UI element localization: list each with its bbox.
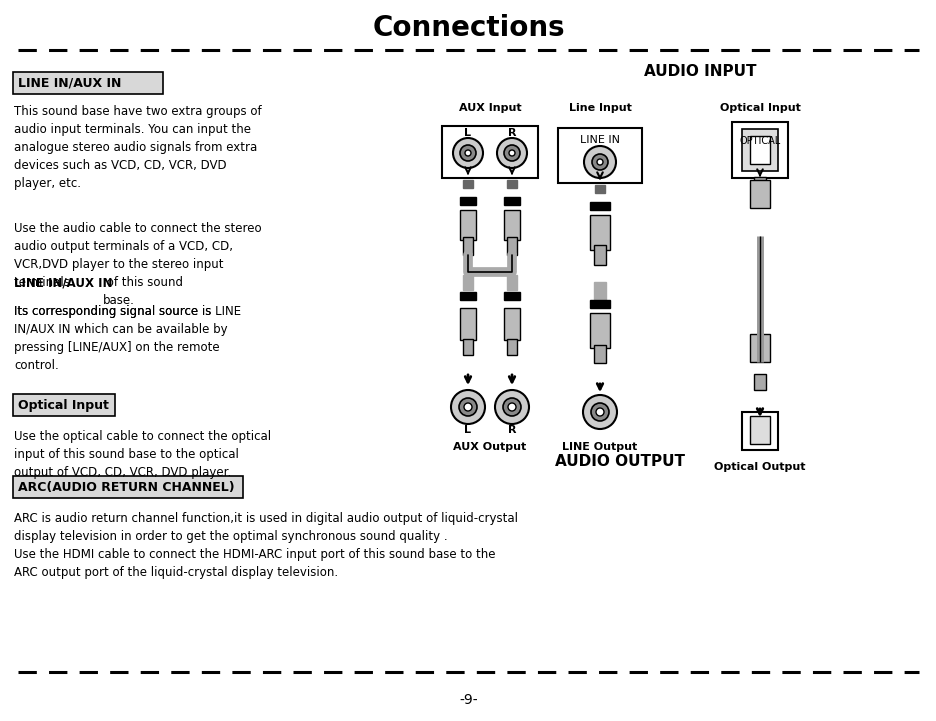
- Bar: [590, 313, 609, 316]
- Bar: [462, 275, 473, 290]
- Bar: [460, 305, 475, 308]
- Bar: [741, 129, 777, 171]
- Text: Use the HDMI cable to connect the HDMI-ARC input port of this sound base to the
: Use the HDMI cable to connect the HDMI-A…: [14, 548, 495, 579]
- FancyBboxPatch shape: [13, 476, 242, 498]
- Text: L: L: [464, 425, 471, 435]
- Bar: [590, 215, 609, 218]
- Text: Its corresponding signal source is: Its corresponding signal source is: [14, 305, 215, 318]
- Circle shape: [464, 150, 471, 156]
- Bar: [593, 282, 606, 300]
- Bar: [460, 210, 475, 240]
- Bar: [462, 237, 473, 255]
- Bar: [731, 122, 787, 178]
- Bar: [504, 210, 519, 240]
- Text: -9-: -9-: [459, 693, 477, 707]
- Text: AUDIO INPUT: AUDIO INPUT: [643, 64, 755, 79]
- Bar: [506, 180, 517, 188]
- Bar: [504, 292, 519, 300]
- Circle shape: [592, 154, 607, 170]
- Circle shape: [507, 403, 516, 411]
- FancyBboxPatch shape: [13, 394, 115, 416]
- Bar: [506, 339, 517, 355]
- Text: AUDIO OUTPUT: AUDIO OUTPUT: [554, 454, 684, 469]
- Circle shape: [494, 390, 529, 424]
- Text: ARC is audio return channel function,it is used in digital audio output of liqui: ARC is audio return channel function,it …: [14, 512, 518, 543]
- Bar: [590, 202, 609, 210]
- Circle shape: [460, 145, 475, 161]
- Bar: [504, 197, 519, 205]
- Bar: [504, 210, 519, 213]
- Text: OPTICAL: OPTICAL: [739, 136, 780, 146]
- Bar: [460, 197, 475, 205]
- Bar: [749, 180, 769, 208]
- Circle shape: [596, 159, 603, 165]
- Text: LINE IN/AUX IN: LINE IN/AUX IN: [18, 76, 122, 89]
- Text: AUX Output: AUX Output: [453, 442, 526, 452]
- Bar: [590, 300, 609, 308]
- Text: LINE Output: LINE Output: [562, 442, 636, 452]
- Bar: [749, 334, 769, 362]
- Text: of this sound
base.: of this sound base.: [103, 276, 183, 307]
- Text: AUX Input: AUX Input: [459, 103, 520, 113]
- Text: Use the audio cable to connect the stereo
audio output terminals of a VCD, CD,
V: Use the audio cable to connect the stere…: [14, 222, 261, 289]
- Text: R: R: [507, 128, 516, 138]
- Circle shape: [463, 403, 472, 411]
- Bar: [753, 177, 766, 193]
- Bar: [590, 313, 609, 348]
- Circle shape: [503, 398, 520, 416]
- Bar: [460, 292, 475, 300]
- Bar: [506, 237, 517, 255]
- Bar: [442, 126, 537, 178]
- Text: Optical Input: Optical Input: [719, 103, 799, 113]
- Text: Its corresponding signal source is LINE
IN/AUX IN which can be available by
pres: Its corresponding signal source is LINE …: [14, 305, 241, 372]
- Circle shape: [583, 146, 615, 178]
- Circle shape: [496, 138, 526, 168]
- Circle shape: [595, 408, 604, 416]
- Text: LINE IN: LINE IN: [579, 135, 620, 145]
- Bar: [753, 374, 766, 390]
- Text: Use the optical cable to connect the optical
input of this sound base to the opt: Use the optical cable to connect the opt…: [14, 430, 271, 479]
- Bar: [593, 345, 606, 363]
- Bar: [749, 416, 769, 444]
- Bar: [504, 305, 519, 308]
- Text: Optical Input: Optical Input: [18, 399, 109, 412]
- Text: This sound base have two extra groups of
audio input terminals. You can input th: This sound base have two extra groups of…: [14, 105, 261, 190]
- Bar: [749, 136, 769, 164]
- Bar: [462, 339, 473, 355]
- Bar: [504, 308, 519, 340]
- Circle shape: [450, 390, 485, 424]
- Bar: [462, 180, 473, 188]
- Text: R: R: [507, 425, 516, 435]
- Circle shape: [452, 138, 482, 168]
- Bar: [460, 308, 475, 340]
- Circle shape: [508, 150, 515, 156]
- Bar: [594, 185, 605, 193]
- Circle shape: [459, 398, 476, 416]
- Circle shape: [504, 145, 519, 161]
- FancyBboxPatch shape: [13, 72, 163, 94]
- Text: Line Input: Line Input: [568, 103, 631, 113]
- Text: ARC(AUDIO RETURN CHANNEL): ARC(AUDIO RETURN CHANNEL): [18, 480, 234, 493]
- Circle shape: [582, 395, 616, 429]
- Circle shape: [591, 403, 608, 421]
- Text: Optical Output: Optical Output: [713, 462, 805, 472]
- Text: L: L: [464, 128, 471, 138]
- Bar: [593, 245, 606, 265]
- Bar: [460, 210, 475, 213]
- Text: LINE IN/AUX IN: LINE IN/AUX IN: [14, 276, 112, 289]
- Bar: [590, 215, 609, 250]
- Bar: [506, 275, 517, 290]
- Text: Connections: Connections: [372, 14, 564, 42]
- Bar: [558, 128, 641, 183]
- Bar: [741, 412, 777, 450]
